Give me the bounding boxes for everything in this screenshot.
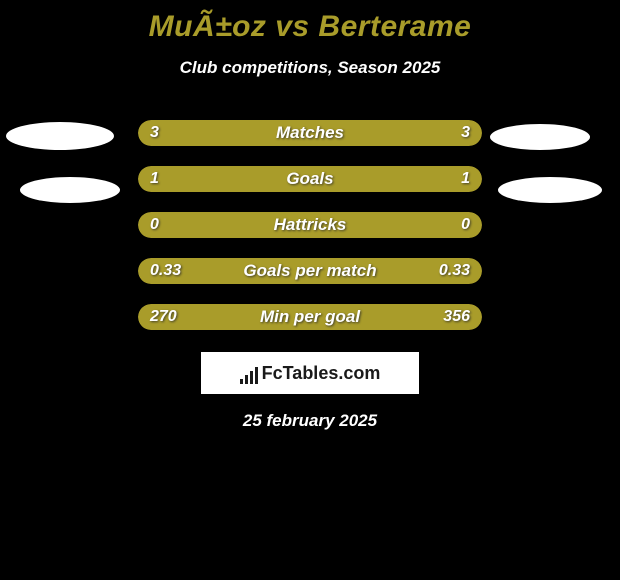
bar-chart-icon (240, 366, 258, 384)
source-logo: FcTables.com (201, 352, 419, 394)
page-subtitle: Club competitions, Season 2025 (0, 58, 620, 78)
stat-row: 00Hattricks (0, 212, 620, 238)
logo-inner: FcTables.com (240, 363, 381, 384)
stat-row: 0.330.33Goals per match (0, 258, 620, 284)
stat-label: Goals (138, 166, 482, 192)
stat-row: 11Goals (0, 166, 620, 192)
stat-label: Hattricks (138, 212, 482, 238)
stat-label: Matches (138, 120, 482, 146)
logo-text: FcTables.com (262, 363, 381, 384)
page-title: MuÃ±oz vs Berterame (0, 0, 620, 44)
comparison-infographic: MuÃ±oz vs Berterame Club competitions, S… (0, 0, 620, 580)
stat-rows: 33Matches 11Goals 00Hattricks 0.330.33Goals… (0, 120, 620, 330)
stat-row: 270356Min per goal (0, 304, 620, 330)
date-line: 25 february 2025 (0, 411, 620, 431)
stat-row: 33Matches (0, 120, 620, 146)
stat-label: Min per goal (138, 304, 482, 330)
stat-label: Goals per match (138, 258, 482, 284)
